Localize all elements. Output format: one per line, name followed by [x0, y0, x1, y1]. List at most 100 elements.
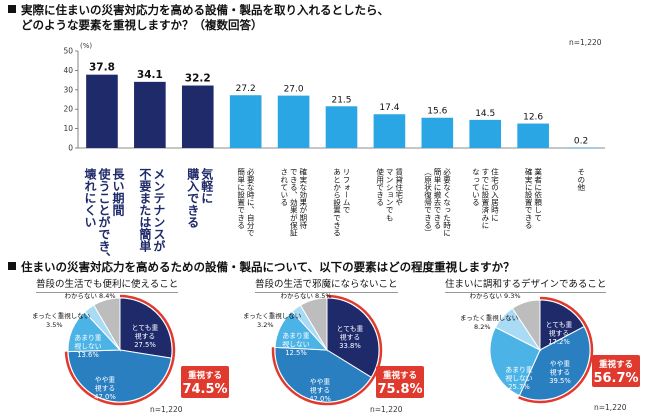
pie-label-text: まったく重視しない — [460, 313, 518, 322]
y-axis-label: (%) — [80, 42, 92, 50]
y-tick-label: 30 — [63, 85, 73, 94]
pie-label-text: やや重 — [95, 376, 116, 384]
summary-value: 74.5% — [182, 382, 227, 397]
pie-label-value: 17.2% — [548, 338, 570, 346]
pie-slice-label: わからない 8.4% — [64, 292, 115, 300]
summary-box-bg — [592, 355, 640, 387]
pie-1-n-label: n=1,220 — [150, 405, 183, 414]
summary-box-bg — [376, 366, 424, 398]
pie-1-subtitle: 普段の生活でも便利に使えること — [36, 279, 179, 293]
pie-slice — [93, 297, 121, 352]
bar-category-label: 必要な時に、自分で 簡単に設置できる — [236, 168, 256, 237]
pie-highlight-arc — [271, 294, 383, 406]
pie-label-text: とても重 — [337, 325, 364, 333]
bar-chart-title: 実際に住まいの災害対応力を高める設備・製品を取り入れるとしたら、 どのような要素… — [8, 3, 389, 33]
pie-3-n-label: n=1,220 — [594, 403, 627, 412]
pie-label-text: 視する — [340, 333, 360, 342]
bar-value-label: 27.2 — [236, 84, 256, 94]
pie-label-value: 13.6% — [77, 351, 99, 359]
bar — [421, 117, 454, 148]
y-tick-label: 40 — [63, 66, 73, 75]
pie-label-text: あまり重 — [74, 334, 101, 342]
pie-label-value: 27.5% — [134, 341, 156, 349]
pie-label-text: やや重 — [550, 360, 571, 368]
bar-category-label: その他 — [576, 168, 586, 191]
summary-label: 重視する — [383, 370, 417, 381]
bar-value-label: 37.8 — [89, 62, 115, 74]
pie-label-text: 視する — [549, 329, 569, 338]
bar-value-label: 0.2 — [574, 137, 588, 147]
pie-slice-label: わからない 8.5% — [280, 292, 331, 300]
pie-slice-label: わからない 9.3% — [469, 292, 520, 300]
pie-3-subtitle: 住まいに調和するデザインであること — [445, 279, 607, 293]
summary-label: 重視する — [599, 359, 633, 370]
pie-label-text: まったく重視しない — [32, 311, 90, 320]
pie-label-value: 33.8% — [339, 342, 361, 350]
bar-category-label: 気軽に 購入できる — [185, 168, 214, 228]
pie-label-value: 3.2% — [257, 321, 274, 329]
summary-value: 56.7% — [593, 371, 638, 386]
bar-category-label: 長い期間 使うことができ、 壊れにくい — [82, 168, 125, 264]
pie-label-text: わからない 9.3% — [469, 292, 520, 300]
bar-category-label: 業者に依頼して 確実に設置できる — [524, 168, 543, 229]
pie-label-text: 視する — [95, 384, 115, 393]
bar-value-label: 34.1 — [137, 69, 163, 81]
pie-slice — [119, 297, 173, 359]
pie-label-text: 視しない — [282, 340, 309, 349]
bar — [134, 81, 166, 148]
pie-label-value: 39.5% — [549, 377, 571, 385]
summary-value: 75.8% — [377, 382, 422, 397]
bar-category-label: リフォームで あとから設置できる — [332, 168, 352, 237]
pie-label-text: わからない 8.5% — [280, 292, 331, 300]
pie-highlight-arc — [64, 294, 176, 406]
pie-label-value: 8.2% — [474, 323, 491, 331]
bar-category-label: メンテナンスが 不要または簡単 — [137, 168, 166, 252]
y-tick-label: 0 — [68, 144, 73, 153]
pie-label-text: とても重 — [546, 321, 573, 329]
pie-label-text: やや重 — [310, 378, 331, 386]
square-bullet-icon — [8, 262, 16, 270]
pie-slice — [299, 297, 328, 352]
y-tick-label: 20 — [63, 105, 73, 114]
bar-category-label: 確実な効果が期待 できる、効果が保証 されている — [279, 168, 308, 237]
pie-label-value: 25.7% — [508, 383, 530, 391]
bar — [86, 74, 118, 148]
pie-slice — [274, 346, 372, 403]
pie-2-n-label: n=1,220 — [370, 405, 403, 414]
bar — [373, 114, 406, 148]
bar-chart: 0 10 20 30 40 50 (%) 37.8 34.1 32.2 27.2 27.0 21.5 17… — [63, 42, 605, 153]
pie-slice — [489, 326, 541, 397]
y-tick-label: 10 — [63, 124, 73, 133]
square-bullet-icon — [8, 5, 16, 13]
bar — [565, 147, 597, 149]
summary-label: 重視する — [188, 370, 222, 381]
pie-highlight-arc — [518, 296, 594, 404]
bar-value-label: 27.0 — [284, 85, 304, 95]
pie-slice — [511, 299, 541, 352]
pie-label-text: 視する — [550, 368, 570, 377]
bar-value-label: 21.5 — [331, 95, 351, 105]
pie-slice — [518, 325, 591, 401]
pie-label-text: 視しない — [74, 342, 101, 351]
pie-label-text: 視する — [135, 332, 155, 341]
bar — [325, 106, 358, 148]
summary-box-bg — [181, 366, 229, 398]
pie-label-text: とても重 — [132, 324, 159, 332]
pie-section-title: 住まいの災害対応力を高めるための設備・製品について、以下の要素はどの程度重視しま… — [8, 260, 515, 275]
bar-category-label: 必要なくなった時に 簡単に撤去できる （原状復帰できる） — [423, 168, 452, 237]
bar-category-label: 住宅の入居時に すでに設置済みに なっている — [471, 168, 500, 229]
title-line-1: 実際に住まいの災害対応力を高める設備・製品を取り入れるとしたら、 — [21, 3, 389, 17]
bar — [469, 119, 502, 148]
